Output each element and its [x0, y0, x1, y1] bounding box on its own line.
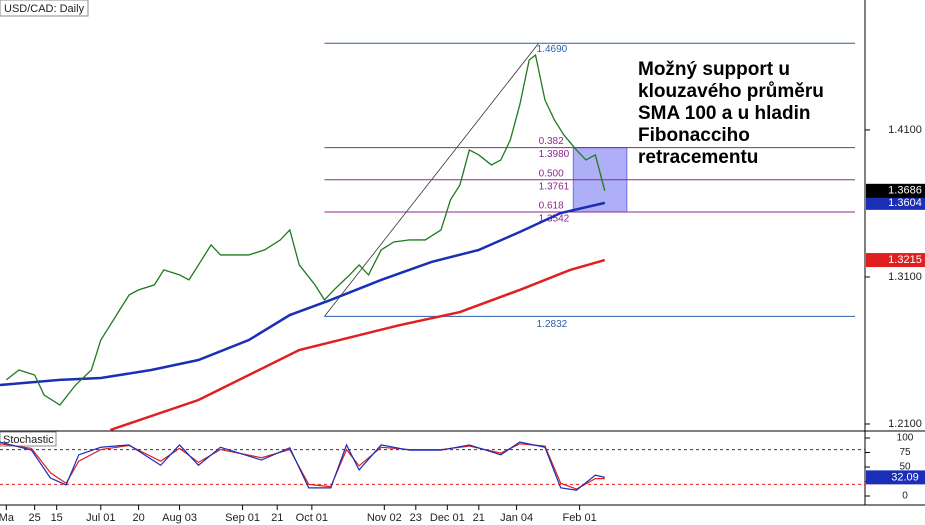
- sma200-badge: [866, 253, 925, 268]
- stoch-tick-label: 75: [899, 447, 911, 458]
- x-tick-label: Aug 03: [162, 512, 197, 524]
- x-tick-label: Ma: [0, 512, 15, 524]
- x-tick-label: Jul 01: [86, 512, 115, 524]
- stochastic-title-box: [0, 431, 57, 447]
- stoch-tick-label: 0: [902, 491, 908, 502]
- fib-ratio: 0.618: [539, 201, 564, 212]
- x-tick-label: Jan 04: [500, 512, 533, 524]
- x-tick-label: 23: [410, 512, 422, 524]
- x-tick-label: 21: [271, 512, 283, 524]
- fib-price: 1.3761: [539, 181, 570, 192]
- x-tick-label: 21: [473, 512, 485, 524]
- x-tick-label: Feb 01: [562, 512, 596, 524]
- sma200-line: [109, 258, 606, 432]
- title-box: [0, 0, 89, 17]
- stoch-k-line: [0, 441, 605, 491]
- sma100-line: [0, 201, 606, 387]
- y-tick-label: 1.4100: [888, 124, 922, 136]
- stochastic-title: Stochastic: [3, 434, 54, 446]
- annotation-line: klouzavého průměru: [638, 81, 824, 102]
- x-tick-label: 15: [51, 512, 63, 524]
- x-tick-label: 20: [132, 512, 144, 524]
- price-badge-label: 1.3686: [888, 185, 922, 197]
- stoch-badge: [866, 470, 925, 485]
- annotation-line: Fibonacciho: [638, 125, 750, 146]
- sma200-badge-label: 1.3215: [888, 254, 922, 266]
- stoch-tick-label: 50: [899, 462, 911, 473]
- chart-title: USD/CAD: Daily: [4, 3, 85, 15]
- sma100-badge-label: 1.3604: [888, 197, 922, 209]
- fib-ratio: 0.500: [539, 168, 564, 179]
- fib-price: 1.3980: [539, 149, 570, 160]
- annotation-line: retracementu: [638, 147, 758, 168]
- y-tick-label: 1.3100: [888, 271, 922, 283]
- y-tick-label: 1.2100: [888, 418, 922, 430]
- price-line: [5, 53, 606, 406]
- x-tick-label: 25: [29, 512, 41, 524]
- sma100-badge: [866, 195, 925, 210]
- price-badge: [866, 183, 925, 198]
- annotation-line: Možný support u: [638, 59, 790, 80]
- stoch-badge-label: 32.09: [891, 471, 919, 483]
- fib-price: 1.4690: [537, 44, 568, 55]
- fib-price: 1.2832: [537, 319, 568, 330]
- stoch-tick-label: 100: [897, 433, 914, 444]
- x-tick-label: Nov 02: [367, 512, 402, 524]
- fib-price: 1.3542: [539, 214, 570, 225]
- x-tick-label: Dec 01: [430, 512, 465, 524]
- x-tick-label: Oct 01: [296, 512, 328, 524]
- x-tick-label: Sep 01: [225, 512, 260, 524]
- annotation-line: SMA 100 a u hladin: [638, 103, 810, 124]
- fib-ratio: 0.382: [539, 136, 564, 147]
